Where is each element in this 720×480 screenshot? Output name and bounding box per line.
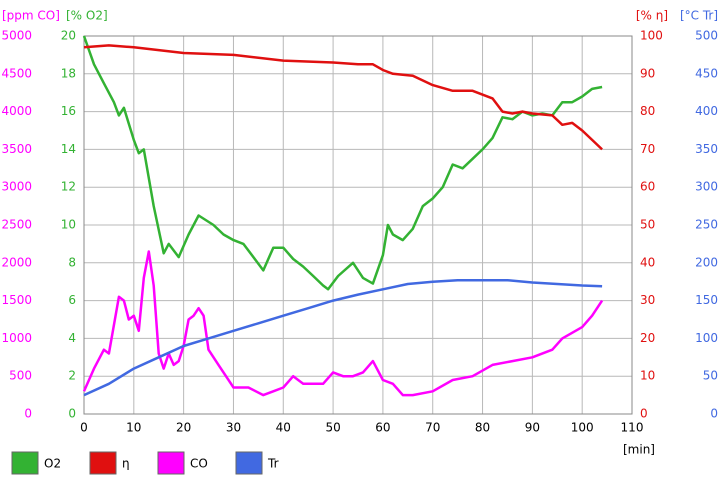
y-tick-label: 40 xyxy=(640,255,655,269)
x-tick-label: 90 xyxy=(525,421,540,435)
y-tick-label: 8 xyxy=(68,255,76,269)
legend-swatch xyxy=(235,451,263,475)
series-line xyxy=(83,44,603,151)
y-tick-label: 3500 xyxy=(1,142,32,156)
y-tick-label: 0 xyxy=(640,407,648,421)
plot-frame xyxy=(83,35,633,415)
x-tick-label: 30 xyxy=(226,421,241,435)
y-tick-label: 50 xyxy=(640,218,655,232)
y-tick-label: 1000 xyxy=(1,331,32,345)
y-tick-label: 6 xyxy=(68,293,76,307)
y-tick-label: 350 xyxy=(695,142,718,156)
y-tick-label: 20 xyxy=(61,29,76,43)
x-tick-label: 40 xyxy=(276,421,291,435)
y-tick-label: 0 xyxy=(710,407,718,421)
x-axis-label: [min] xyxy=(623,443,655,457)
x-tick-label: 100 xyxy=(571,421,594,435)
x-tick-label: 50 xyxy=(325,421,340,435)
y-tick-label: 10 xyxy=(61,218,76,232)
y-tick-label: 450 xyxy=(695,66,718,80)
legend-label: CO xyxy=(190,457,208,471)
y-tick-label: 14 xyxy=(61,142,76,156)
y-tick-label: 70 xyxy=(640,142,655,156)
x-tick-label: 10 xyxy=(126,421,141,435)
y-tick-label: 200 xyxy=(695,255,718,269)
y-tick-label: 2 xyxy=(68,369,76,383)
y-tick-label: 20 xyxy=(640,331,655,345)
x-tick-label: 80 xyxy=(475,421,490,435)
y-tick-label: 0 xyxy=(68,407,76,421)
y-tick-label: 250 xyxy=(695,218,718,232)
y-tick-label: 3000 xyxy=(1,180,32,194)
y-tick-label: 2000 xyxy=(1,255,32,269)
y-tick-label: 18 xyxy=(61,66,76,80)
y-tick-label: 0 xyxy=(24,407,32,421)
y-tick-label: 50 xyxy=(703,369,718,383)
legend-swatch xyxy=(11,451,39,475)
series-line xyxy=(82,250,604,397)
y-tick-label: 400 xyxy=(695,104,718,118)
y-tick-label: 100 xyxy=(695,331,718,345)
legend-label: O2 xyxy=(44,457,61,471)
y-tick-label: 300 xyxy=(695,180,718,194)
y-tick-label: 150 xyxy=(695,293,718,307)
y-tick-label: 500 xyxy=(9,369,32,383)
y-tick-label: 4 xyxy=(68,331,76,345)
x-tick-label: 70 xyxy=(425,421,440,435)
y-tick-label: 16 xyxy=(61,104,76,118)
y-tick-label: 90 xyxy=(640,66,655,80)
axis-label: [% O2] xyxy=(66,9,108,23)
y-tick-label: 4500 xyxy=(1,66,32,80)
y-tick-label: 100 xyxy=(640,29,663,43)
x-tick-label: 60 xyxy=(375,421,390,435)
axis-label: [% η] xyxy=(636,9,668,23)
y-tick-label: 5000 xyxy=(1,29,32,43)
y-tick-label: 1500 xyxy=(1,293,32,307)
series-line xyxy=(83,278,603,397)
y-tick-label: 80 xyxy=(640,104,655,118)
y-tick-label: 30 xyxy=(640,293,655,307)
legend-swatch xyxy=(89,451,117,475)
legend-label: η xyxy=(122,457,130,471)
axis-label: [°C Tr] xyxy=(680,9,718,23)
y-tick-label: 2500 xyxy=(1,218,32,232)
y-tick-label: 12 xyxy=(61,180,76,194)
axis-label: [ppm CO] xyxy=(2,9,60,23)
y-tick-label: 4000 xyxy=(1,104,32,118)
x-tick-label: 0 xyxy=(80,421,88,435)
y-tick-label: 500 xyxy=(695,29,718,43)
legend-label: Tr xyxy=(267,457,279,471)
x-tick-label: 110 xyxy=(621,421,644,435)
series-line xyxy=(82,35,603,291)
x-tick-label: 20 xyxy=(176,421,191,435)
legend-swatch xyxy=(157,451,185,475)
y-tick-label: 10 xyxy=(640,369,655,383)
y-tick-label: 60 xyxy=(640,180,655,194)
